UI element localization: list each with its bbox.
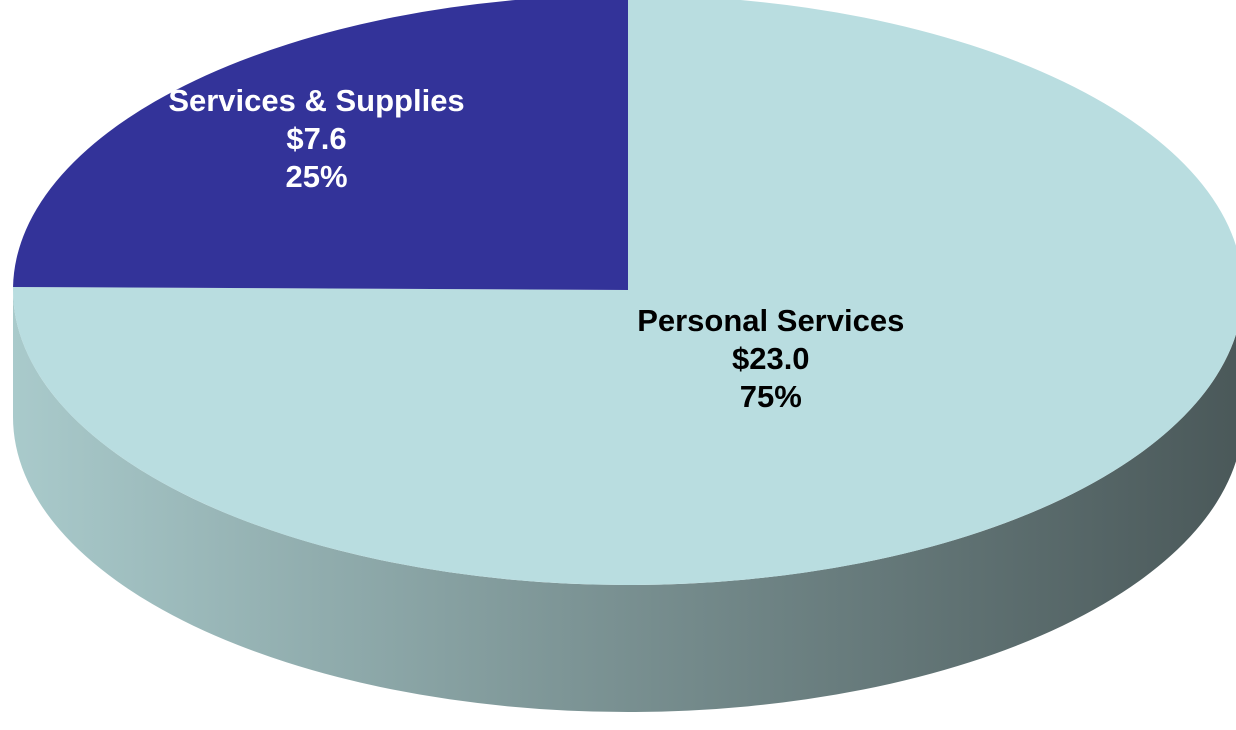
slice-percent: 25% bbox=[168, 158, 464, 196]
slice-name: Personal Services bbox=[637, 302, 904, 340]
slice-value: $23.0 bbox=[637, 340, 904, 378]
slice-label-personal-services: Personal Services $23.0 75% bbox=[637, 302, 904, 416]
slice-percent: 75% bbox=[637, 378, 904, 416]
slice-value: $7.6 bbox=[168, 120, 464, 158]
slice-label-services-supplies: Services & Supplies $7.6 25% bbox=[168, 82, 464, 196]
slice-name: Services & Supplies bbox=[168, 82, 464, 120]
